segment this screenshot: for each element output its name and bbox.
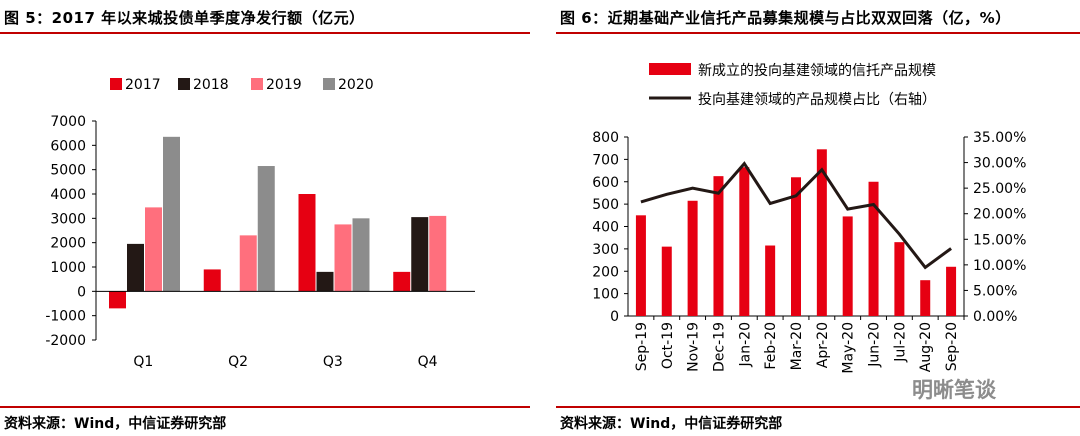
bar-May-20 — [842, 216, 853, 316]
left-y-tick-label: 800 — [592, 130, 619, 146]
y-tick-label: 0 — [77, 284, 86, 300]
bar-2017-Q2 — [203, 269, 221, 292]
x-category-label: Jan-20 — [737, 322, 753, 367]
left-bar-chart: 2017 2018 2019 2020 -2000 -1000 0 1000 2000 3000 4… — [45, 77, 475, 370]
x-category-label: Jun-20 — [867, 322, 883, 368]
bar-Sep-19 — [635, 215, 646, 316]
bar-Apr-20 — [816, 149, 827, 316]
bar-2017-Q4 — [393, 271, 411, 292]
bar-Feb-20 — [765, 245, 776, 316]
right-source-rule — [556, 406, 1080, 408]
y-tick-label: -1000 — [45, 309, 86, 325]
legend-swatch-2020 — [323, 78, 335, 90]
y-tick-label: 6000 — [50, 138, 86, 154]
left-y-tick-label: 500 — [592, 197, 619, 213]
y-tick-label: 2000 — [50, 236, 86, 252]
bar-2018-Q1 — [127, 243, 144, 292]
bar-Jul-20 — [894, 242, 905, 316]
x-category-label: Mar-20 — [789, 322, 805, 370]
left-y-tick-label: 400 — [592, 220, 619, 236]
y-tick-label: 7000 — [50, 114, 86, 130]
right-source-text: 资料来源：Wind，中信证券研究部 — [560, 416, 783, 432]
bar-2017-Q1 — [109, 291, 126, 309]
right-y-tick-label: 0.00% — [973, 309, 1017, 325]
x-category-label: Nov-19 — [686, 322, 702, 372]
x-category-label: Q4 — [418, 354, 438, 370]
bar-Dec-19 — [713, 176, 724, 316]
legend-label-line: 投向基建领域的产品规模占比（右轴） — [698, 91, 936, 108]
right-y-tick-label: 5.00% — [973, 283, 1017, 299]
x-category-label: Aug-20 — [918, 322, 934, 372]
y-tick-label: 3000 — [50, 211, 86, 227]
right-y-tick-label: 20.00% — [973, 207, 1026, 223]
left-y-tick-label: 700 — [592, 152, 619, 168]
bar-2019-Q3 — [334, 224, 352, 292]
left-source-rule — [0, 406, 530, 408]
left-title-rule — [0, 32, 530, 34]
x-category-label: Q2 — [228, 354, 248, 370]
x-category-label: Q1 — [133, 354, 153, 370]
legend-swatch-2018 — [178, 78, 190, 90]
bar-Nov-19 — [687, 200, 698, 316]
right-figure-title: 图 6：近期基础产业信托产品募集规模与占比双双回落（亿，%） — [560, 9, 1011, 27]
left-figure-title: 图 5：2017 年以来城投债单季度净发行额（亿元） — [4, 9, 365, 27]
x-category-label: Oct-19 — [660, 322, 676, 369]
bar-2019-Q1 — [145, 207, 162, 292]
x-category-label: Sep-19 — [634, 322, 650, 371]
right-y-tick-label: 25.00% — [973, 181, 1026, 197]
bar-2019-Q4 — [429, 215, 447, 292]
x-category-label: Q3 — [323, 354, 343, 370]
legend-swatch-bars — [649, 63, 691, 75]
bar-2020-Q1 — [163, 136, 180, 292]
left-y-tick-label: 300 — [592, 242, 619, 258]
legend-swatch-2019 — [251, 78, 263, 90]
left-y-tick-label: 600 — [592, 175, 619, 191]
right-figure-panel: 图 6：近期基础产业信托产品募集规模与占比双双回落（亿，%） 新成立的投向基建领… — [556, 0, 1080, 436]
y-tick-label: 4000 — [50, 187, 86, 203]
right-y-tick-label: 15.00% — [973, 232, 1026, 248]
y-tick-label: -2000 — [45, 333, 86, 349]
bar-2019-Q2 — [239, 235, 257, 292]
x-category-label: Feb-20 — [763, 322, 779, 370]
y-tick-label: 5000 — [50, 163, 86, 179]
legend-label-2017: 2017 — [125, 77, 161, 93]
legend-label-2018: 2018 — [193, 77, 229, 93]
legend-label-bars: 新成立的投向基建领域的信托产品规模 — [698, 62, 936, 79]
y-tick-label: 1000 — [50, 260, 86, 276]
left-source-text: 资料来源：Wind，中信证券研究部 — [4, 416, 227, 432]
bar-Sep-20 — [946, 266, 957, 316]
bar-Jan-20 — [739, 167, 750, 316]
right-title-rule — [556, 32, 1080, 34]
legend-swatch-2017 — [110, 78, 122, 90]
left-y-tick-label: 100 — [592, 287, 619, 303]
right-y-tick-label: 35.00% — [973, 130, 1026, 146]
bar-Mar-20 — [791, 177, 801, 316]
bar-2018-Q3 — [316, 271, 334, 292]
watermark-text: 明晰笔谈 — [912, 378, 996, 402]
legend-label-2020: 2020 — [338, 77, 374, 93]
left-y-tick-label: 200 — [592, 264, 619, 280]
legend-label-2019: 2019 — [266, 77, 302, 93]
bar-2018-Q4 — [411, 217, 429, 292]
x-category-label: Apr-20 — [815, 322, 831, 368]
bar-2020-Q2 — [257, 166, 275, 292]
bar-2020-Q3 — [352, 218, 370, 292]
x-category-label: Dec-19 — [711, 322, 727, 372]
right-y-tick-label: 30.00% — [973, 156, 1026, 172]
x-category-label: May-20 — [841, 322, 857, 374]
left-figure-panel: 图 5：2017 年以来城投债单季度净发行额（亿元） 2017 2018 2019 2… — [0, 0, 530, 436]
bar-2017-Q3 — [298, 194, 316, 292]
x-category-label: Jul-20 — [892, 322, 908, 363]
bar-Jun-20 — [868, 181, 879, 316]
x-category-label: Sep-20 — [944, 322, 960, 371]
bar-Aug-20 — [920, 280, 931, 316]
left-y-tick-label: 0 — [610, 309, 619, 325]
right-y-tick-label: 10.00% — [973, 258, 1026, 274]
bar-Oct-19 — [661, 246, 672, 316]
